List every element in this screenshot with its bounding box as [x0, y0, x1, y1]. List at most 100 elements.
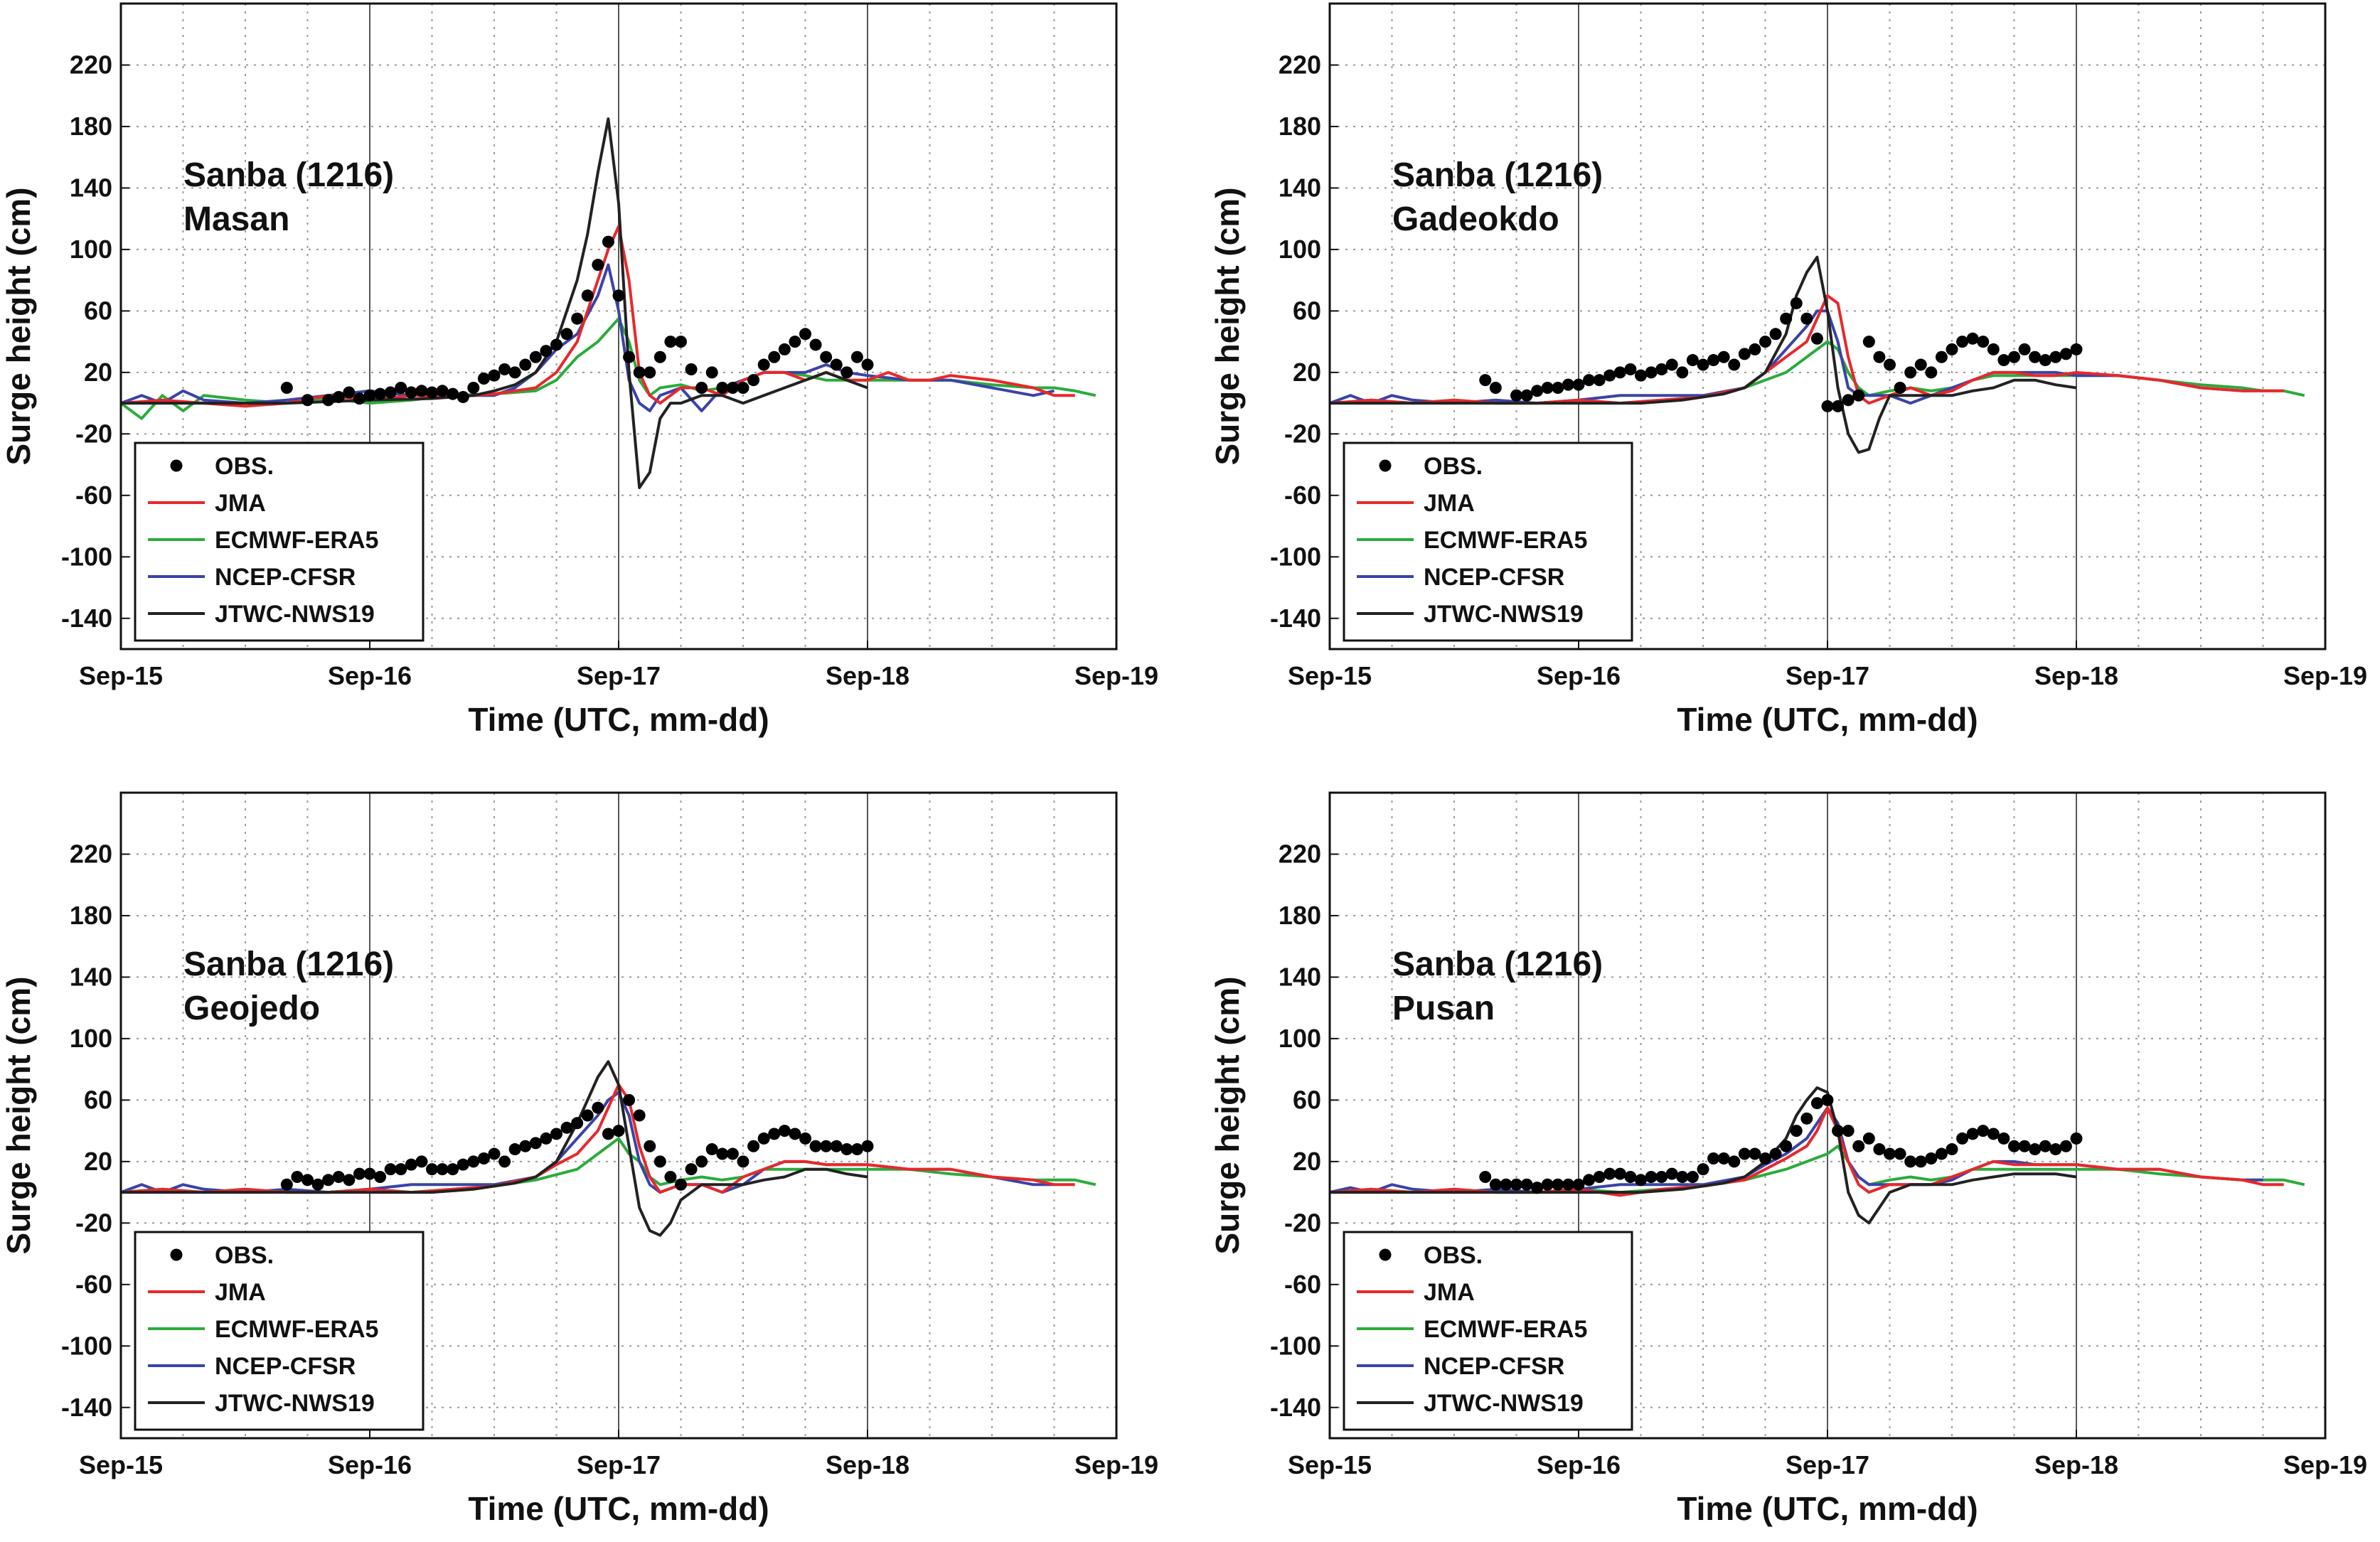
obs-point: [1769, 1147, 1782, 1160]
obs-point: [2029, 1143, 2042, 1156]
obs-point: [1635, 1174, 1647, 1187]
obs-point: [301, 394, 314, 407]
x-tick-label: Sep-16: [1537, 661, 1621, 690]
obs-point: [1562, 1178, 1574, 1191]
obs-point: [2039, 354, 2051, 367]
y-tick-label: -20: [75, 1208, 112, 1237]
obs-point: [2039, 1140, 2051, 1152]
obs-point: [1510, 1178, 1522, 1191]
obs-point: [508, 1143, 521, 1156]
series-line-jtwc-nws19: [1330, 1086, 2077, 1225]
obs-point: [1665, 1167, 1678, 1180]
station-name-label: Masan: [183, 200, 289, 238]
y-tick-label: 140: [70, 173, 112, 202]
obs-point: [1531, 1182, 1544, 1194]
y-tick-label: -100: [1270, 1331, 1321, 1360]
obs-point: [1956, 336, 1969, 348]
legend-box: [1343, 441, 1633, 642]
obs-point: [716, 1147, 729, 1160]
legend-label: JTWC-NWS19: [215, 601, 375, 628]
obs-point: [1624, 363, 1637, 376]
plot-frame: [119, 2, 1118, 650]
obs-point: [612, 289, 625, 302]
obs-point: [436, 1163, 449, 1176]
obs-point: [291, 1170, 304, 1183]
y-tick-label: 20: [1293, 358, 1321, 387]
obs-point: [2059, 1140, 2072, 1152]
x-tick-label: Sep-15: [79, 1450, 163, 1479]
obs-point: [1997, 1132, 2010, 1145]
obs-point: [1686, 1170, 1699, 1183]
x-tick-label: Sep-18: [2034, 661, 2118, 690]
x-axis-label: Time (UTC, mm-dd): [468, 1490, 769, 1527]
obs-point: [1728, 1155, 1741, 1168]
obs-point: [1810, 1097, 1823, 1110]
obs-point: [1552, 1178, 1564, 1191]
obs-point: [1769, 328, 1782, 341]
obs-point: [395, 381, 407, 394]
y-axis-label: Surge height (cm): [1209, 976, 1246, 1254]
obs-point: [457, 1158, 469, 1171]
obs-point: [1500, 1178, 1512, 1191]
obs-point: [612, 1125, 625, 1137]
obs-point: [1697, 1163, 1709, 1176]
obs-point: [1613, 1167, 1626, 1180]
obs-point: [1603, 369, 1616, 382]
obs-point: [405, 1158, 417, 1171]
obs-point: [2018, 1140, 2031, 1152]
series-group: [1330, 1086, 2305, 1225]
obs-point: [799, 1132, 811, 1145]
obs-point: [850, 1143, 863, 1156]
y-tick-label: -20: [1284, 419, 1321, 448]
obs-point: [571, 1117, 584, 1130]
x-tick-label: Sep-19: [2283, 661, 2367, 690]
y-axis-label: Surge height (cm): [0, 187, 37, 465]
series-line-jma: [121, 1083, 1075, 1194]
obs-point: [1717, 1152, 1730, 1165]
obs-point: [457, 390, 469, 403]
station-name-label: Geojedo: [183, 990, 320, 1027]
x-tick-label: Sep-17: [1786, 1450, 1869, 1479]
obs-point: [1894, 1147, 1906, 1160]
obs-point: [809, 338, 822, 351]
obs-point: [1593, 374, 1606, 387]
legend-box: [134, 441, 425, 642]
y-tick-label: 100: [70, 235, 112, 264]
legend-label: OBS.: [1424, 1242, 1483, 1269]
obs-point: [633, 366, 646, 379]
obs-point: [1935, 350, 1948, 363]
x-tick-label: Sep-15: [79, 661, 163, 690]
obs-point: [363, 389, 376, 402]
obs-point: [540, 345, 553, 358]
obs-point: [1645, 1170, 1658, 1183]
obs-point: [571, 312, 584, 325]
obs-point: [644, 1140, 656, 1152]
obs-point: [467, 1155, 480, 1168]
obs-point: [363, 1167, 376, 1180]
y-tick-label: -20: [1284, 1208, 1321, 1237]
obs-point: [1780, 312, 1793, 325]
obs-point: [488, 1147, 501, 1160]
station-name-label: Pusan: [1392, 990, 1495, 1027]
obs-point: [1697, 358, 1709, 371]
legend-label: NCEP-CFSR: [1424, 1353, 1564, 1380]
obs-point: [1676, 1170, 1689, 1183]
obs-point: [581, 289, 594, 302]
series-group: [121, 1060, 1096, 1237]
obs-point: [1489, 1178, 1502, 1191]
obs-point: [1541, 1178, 1554, 1191]
obs-point: [1966, 1128, 1979, 1140]
legend-label: OBS.: [1424, 453, 1483, 480]
storm-name-label: Sanba (1216): [183, 156, 394, 194]
obs-point: [602, 235, 614, 248]
obs-point: [2070, 343, 2083, 355]
x-tick-label: Sep-15: [1288, 1450, 1372, 1479]
obs-point: [1686, 354, 1699, 367]
obs-point: [1645, 366, 1658, 379]
obs-point: [1966, 332, 1979, 345]
obs-point: [716, 381, 729, 394]
obs-point: [1520, 389, 1533, 402]
obs-point: [1832, 400, 1845, 412]
obs-point: [1987, 1128, 2000, 1140]
obs-point: [447, 1163, 459, 1176]
